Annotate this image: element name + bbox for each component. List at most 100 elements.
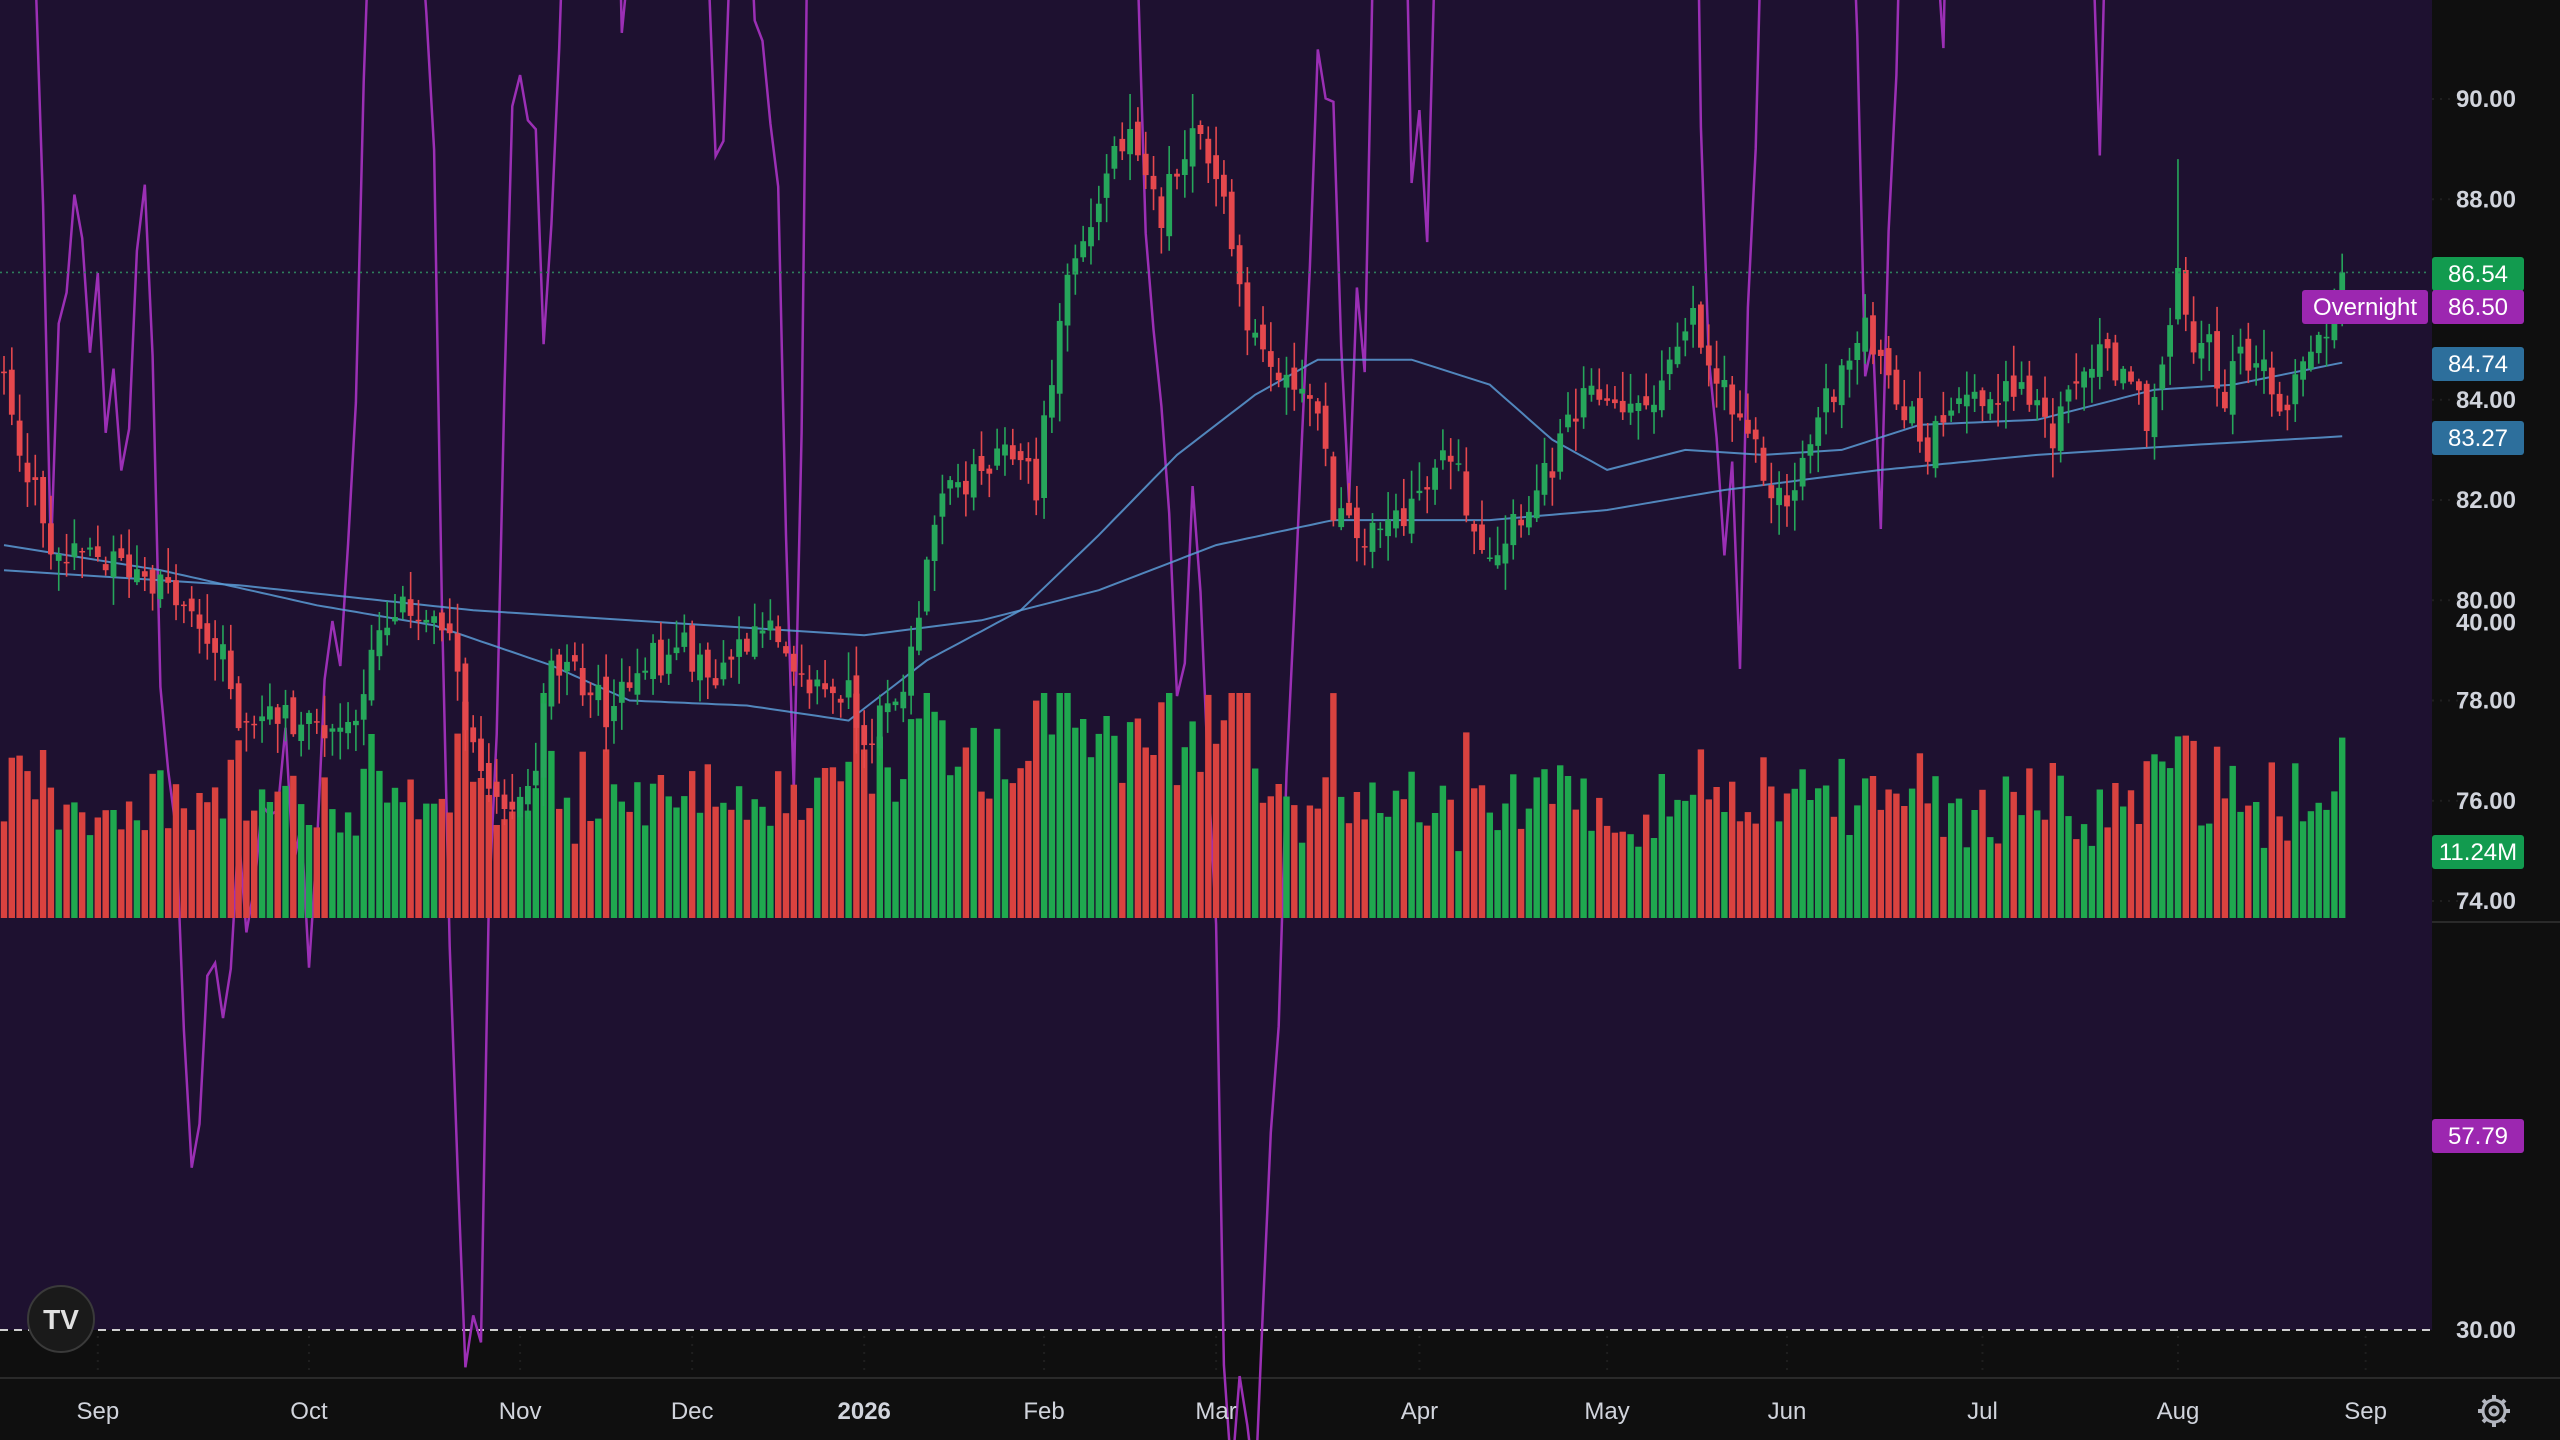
volume-bar (563, 797, 571, 918)
candle-body (2018, 382, 2025, 389)
volume-bar (548, 750, 555, 918)
volume-bar (1799, 769, 1806, 918)
volume-bar (814, 777, 821, 918)
candle-body (1260, 324, 1266, 350)
volume-bar (1283, 796, 1290, 918)
volume-bar (1689, 794, 1697, 918)
ma-long-badge: 83.27 (2432, 421, 2524, 455)
volume-bar (235, 740, 242, 918)
volume-bar (1447, 799, 1454, 918)
candle-body (462, 663, 469, 731)
volume-bar (71, 802, 78, 918)
time-tick-label: May (1584, 1398, 1629, 1425)
candle-body (1455, 463, 1462, 465)
volume-bar (1298, 842, 1306, 918)
candle-body (1948, 410, 1955, 416)
candle-body (1330, 456, 1337, 521)
volume-bar (196, 793, 203, 918)
candle-body (212, 638, 218, 653)
volume-bar (1744, 812, 1752, 918)
candle-body (2065, 389, 2072, 402)
candle-body (595, 684, 602, 701)
volume-bar (2057, 775, 2064, 918)
candle-body (1267, 351, 1274, 367)
candle-body (673, 647, 680, 654)
volume-bar (251, 810, 258, 918)
candle-body (439, 612, 445, 631)
volume-bar (1893, 793, 1900, 918)
volume-bar (1916, 753, 1924, 918)
volume-bar (102, 810, 109, 918)
volume-bar (829, 767, 837, 918)
price-tick-label: 76.00 (2456, 788, 2516, 815)
time-tick-label: Sep (2344, 1398, 2387, 1425)
candle-body (2261, 359, 2267, 372)
candle-body (1666, 359, 1673, 375)
tradingview-logo[interactable]: TV (27, 1285, 95, 1353)
time-tick-label: Jul (1967, 1398, 1998, 1425)
last-price-badge: 86.54 (2432, 257, 2524, 291)
volume-bar (1564, 776, 1572, 918)
volume-bar (24, 771, 31, 918)
candle-body (1, 371, 7, 374)
volume-bar (368, 734, 375, 918)
candle-body (1870, 315, 1876, 355)
candle-body (1158, 196, 1165, 228)
candle-body (478, 738, 484, 771)
volume-bar (2073, 839, 2080, 918)
candle-body (1111, 146, 1118, 169)
volume-bar (1322, 777, 1329, 918)
candle-body (1580, 388, 1587, 418)
volume-bar (2002, 776, 2010, 918)
volume-bar (2276, 816, 2283, 918)
volume-bar (2198, 825, 2205, 918)
volume-bar (2088, 845, 2096, 918)
candle-body (1799, 457, 1806, 487)
volume-bar (2166, 768, 2174, 918)
candle-body (71, 543, 78, 558)
volume-bar (1557, 765, 1564, 918)
candle-body (2315, 334, 2322, 354)
volume-bar (516, 796, 524, 918)
candle-body (1393, 510, 1399, 529)
volume-bar (1119, 782, 1126, 918)
volume-bar (1384, 816, 1392, 918)
candle-body (1322, 405, 1329, 449)
volume-bar (821, 768, 829, 918)
volume-bar (681, 796, 688, 918)
candle-body (2104, 339, 2111, 349)
candle-body (243, 721, 250, 723)
candle-body (493, 781, 500, 797)
volume-bar (806, 808, 813, 918)
candle-body (955, 482, 961, 488)
svg-text:83.27: 83.27 (2448, 425, 2508, 452)
candle-body (1377, 528, 1384, 531)
candle-body (1103, 173, 1110, 198)
volume-bar (1087, 757, 1095, 918)
candle-body (853, 675, 860, 728)
volume-bar (2041, 819, 2049, 918)
volume-bar (720, 802, 727, 918)
volume-bar (1682, 800, 1689, 918)
volume-bar (188, 829, 195, 918)
volume-bar (2010, 791, 2017, 918)
candle-body (32, 477, 39, 480)
candle-body (775, 626, 782, 643)
candle-body (1596, 389, 1603, 400)
candle-body (1244, 282, 1251, 331)
candle-body (939, 493, 946, 517)
price-axis[interactable]: 90.0088.0086.0084.0082.0080.0078.0076.00… (2456, 86, 2516, 915)
candle-body (2253, 363, 2260, 368)
candle-body (650, 642, 656, 679)
gear-icon[interactable] (2478, 1395, 2510, 1427)
volume-bar (1580, 778, 1587, 918)
candle-body (517, 797, 523, 818)
volume-bar (1314, 808, 1321, 918)
candle-body (1831, 396, 1837, 403)
volume-bar (2049, 763, 2056, 918)
volume-bar (2135, 824, 2143, 918)
time-axis[interactable]: Sep Oct Nov Dec 2026 Feb Mar Apr May Jun Jul Aug Sep (76, 1398, 2387, 1425)
volume-bar (978, 791, 985, 918)
